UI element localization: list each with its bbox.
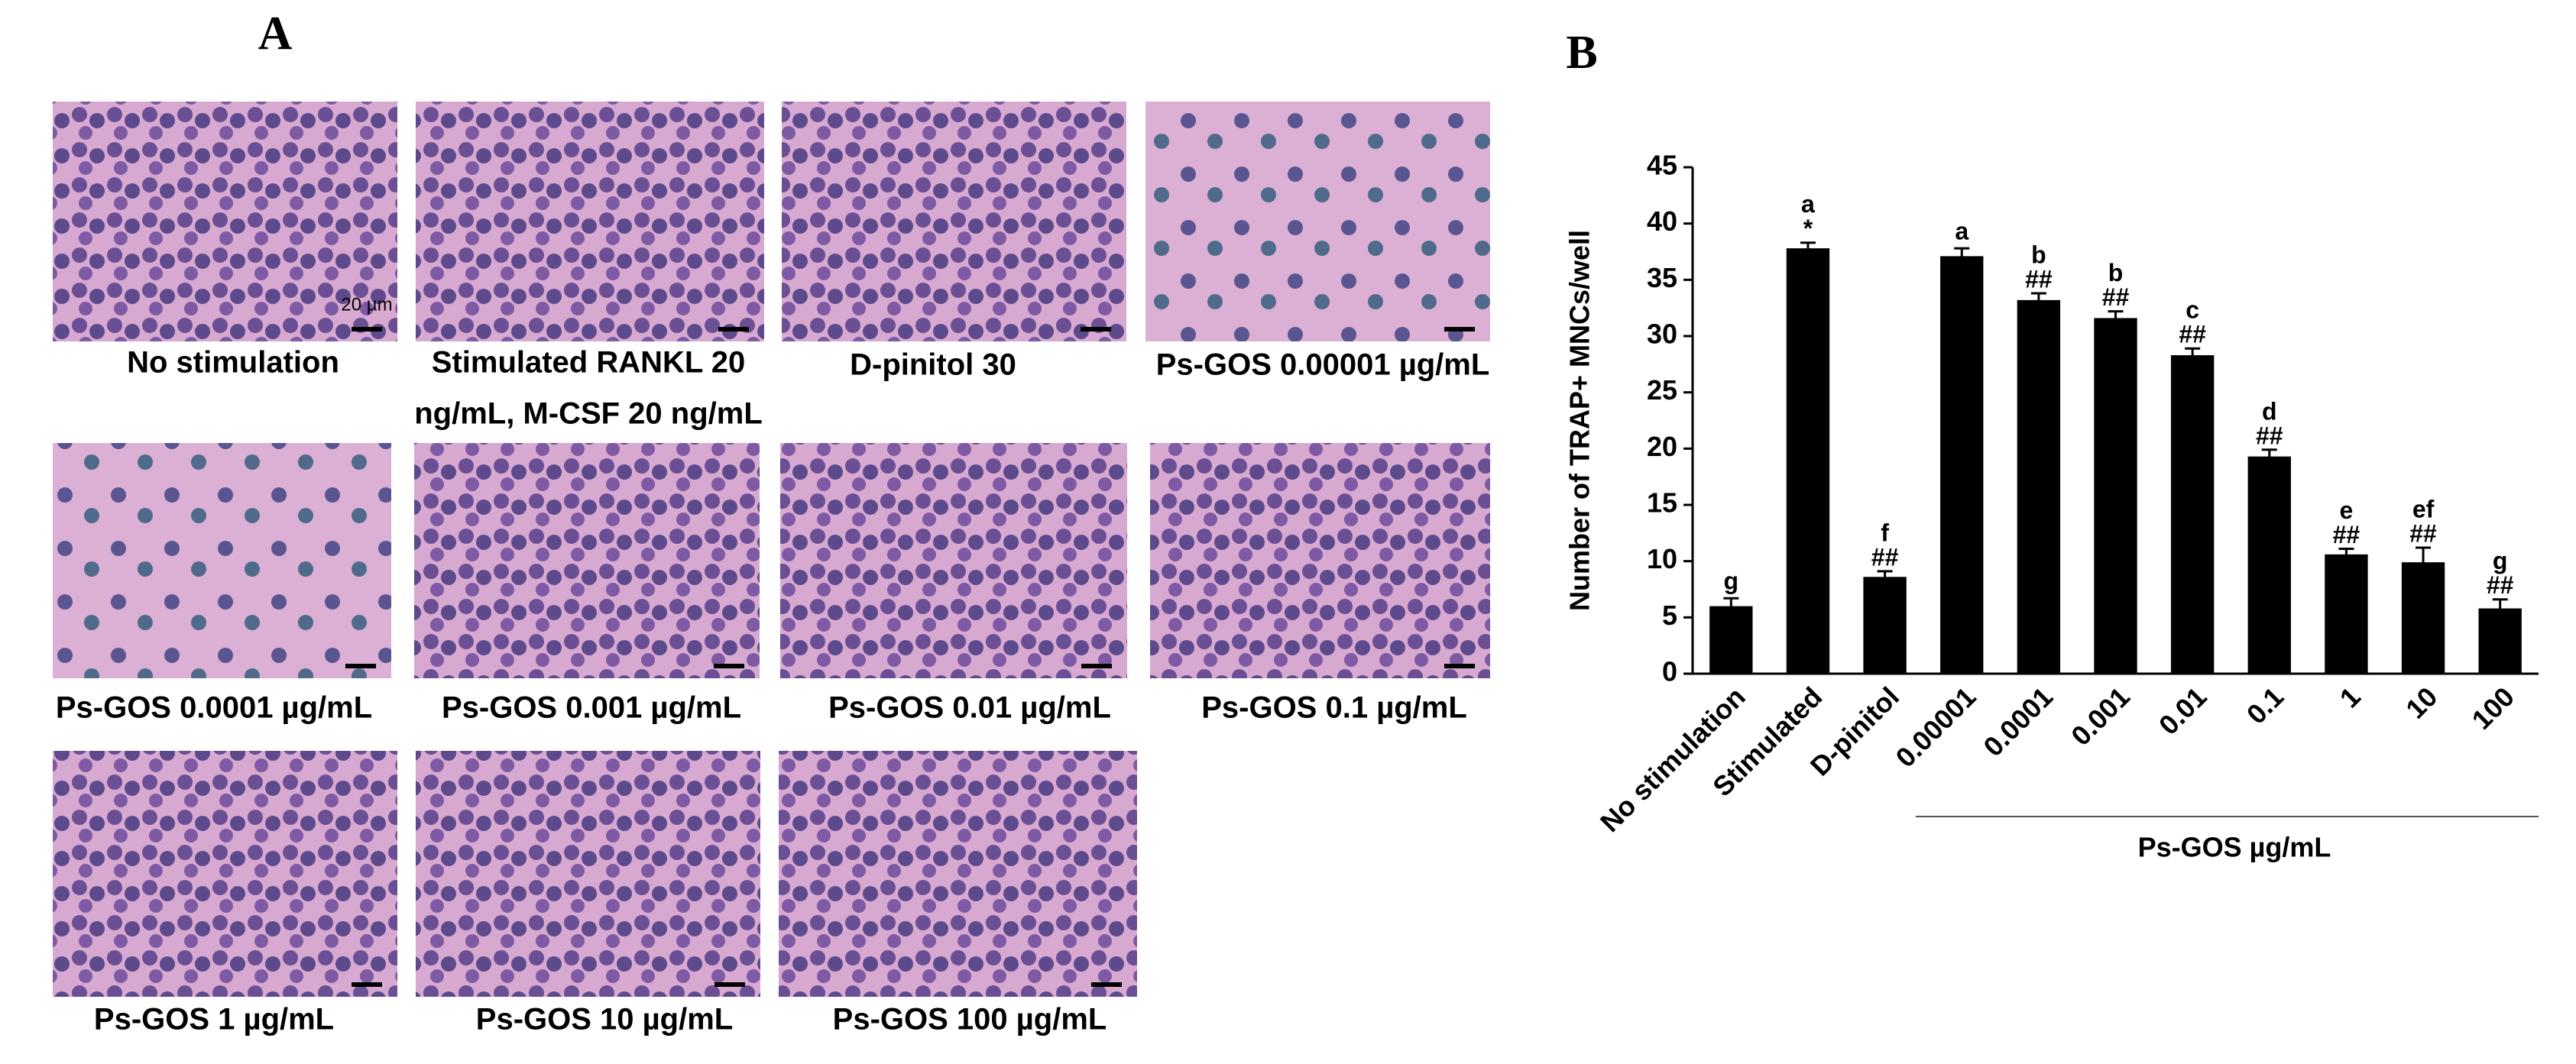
letter-label: ef <box>2412 495 2435 522</box>
panel-label: A <box>258 8 293 60</box>
y-tick-label: 30 <box>1647 319 1677 350</box>
image-caption: ng/mL, M-CSF 20 ng/mL <box>414 397 763 431</box>
image-caption: Ps-GOS 1 µg/mL <box>94 1003 334 1037</box>
letter-label: b <box>2108 259 2124 286</box>
micrograph <box>416 102 764 341</box>
letter-label: c <box>2186 296 2199 324</box>
y-tick-label: 10 <box>1647 543 1677 574</box>
micrograph <box>416 751 760 997</box>
significance-mark: ## <box>2025 265 2053 293</box>
bar <box>2170 355 2215 674</box>
letter-label: g <box>2493 547 2508 574</box>
bar <box>2247 456 2291 674</box>
letter-label: a <box>1801 190 1815 218</box>
x-tick-label: 1 <box>2334 681 2367 713</box>
significance-mark: * <box>1803 215 1813 242</box>
image-caption: Ps-GOS 0.1 µg/mL <box>1201 691 1467 725</box>
image-caption: Ps-GOS 0.0001 µg/mL <box>56 691 372 725</box>
scale-bar-label: 20 µm <box>341 294 392 315</box>
bar <box>1940 256 1984 674</box>
letter-label: f <box>1881 519 1889 546</box>
x-tick-label: 0.1 <box>2241 681 2289 729</box>
image-caption: Ps-GOS 0.00001 µg/mL <box>1156 348 1490 382</box>
micrograph <box>414 443 760 678</box>
x-tick-label: 100 <box>2466 681 2520 735</box>
letter-label: b <box>2031 241 2046 268</box>
significance-mark: ## <box>2409 519 2437 547</box>
bar <box>2478 608 2522 674</box>
image-caption: Stimulated RANKL 20 <box>432 346 745 380</box>
micrograph <box>53 751 397 997</box>
image-caption: Ps-GOS 10 µg/mL <box>476 1003 733 1037</box>
micrograph <box>779 751 1137 997</box>
y-axis-label: Number of TRAP+ MNCs/well <box>1564 230 1596 611</box>
image-caption: Ps-GOS 100 µg/mL <box>833 1003 1107 1037</box>
micrograph <box>53 443 391 678</box>
significance-mark: ## <box>1871 543 1899 571</box>
y-tick-label: 25 <box>1647 374 1677 406</box>
significance-mark: ## <box>2487 571 2514 599</box>
bar <box>1863 577 1907 674</box>
image-caption: Ps-GOS 0.01 µg/mL <box>828 691 1111 725</box>
significance-mark: ## <box>2256 422 2283 449</box>
bar <box>1786 248 1830 674</box>
y-tick-label: 40 <box>1647 205 1677 237</box>
y-tick-label: 0 <box>1662 656 1677 687</box>
panel-label: B <box>1566 27 1597 79</box>
x-tick-label: 0.0001 <box>1977 681 2059 762</box>
image-caption: No stimulation <box>127 346 339 380</box>
x-tick-label: 0.01 <box>2153 681 2213 741</box>
significance-mark: ## <box>2179 321 2206 348</box>
y-tick-label: 5 <box>1662 600 1677 631</box>
micrograph <box>1145 102 1490 341</box>
bar <box>2325 554 2368 674</box>
y-tick-label: 45 <box>1647 150 1677 181</box>
image-caption: Ps-GOS 0.001 µg/mL <box>442 691 741 725</box>
letter-label: a <box>1955 218 1968 245</box>
micrograph <box>780 443 1127 678</box>
x-tick-label: 0.00001 <box>1890 681 1982 773</box>
y-tick-label: 35 <box>1647 262 1677 293</box>
x-tick-label: 0.001 <box>2065 681 2136 752</box>
image-caption: D-pinitol 30 <box>850 348 1016 382</box>
significance-mark: ## <box>2102 283 2130 311</box>
letter-label: d <box>2262 397 2277 425</box>
letter-label: g <box>1724 568 1739 595</box>
bar <box>2017 299 2061 674</box>
micrograph <box>1150 443 1490 678</box>
bar <box>2094 318 2137 674</box>
bar <box>1709 606 1753 674</box>
letter-label: e <box>2340 496 2354 524</box>
group-label: Ps-GOS µg/mL <box>2138 832 2331 863</box>
y-tick-label: 15 <box>1647 487 1677 519</box>
bar <box>2401 562 2445 674</box>
y-tick-label: 20 <box>1647 431 1677 462</box>
significance-mark: ## <box>2333 521 2361 548</box>
micrograph <box>53 102 397 341</box>
micrograph <box>782 102 1126 341</box>
x-tick-label: 10 <box>2399 681 2443 724</box>
